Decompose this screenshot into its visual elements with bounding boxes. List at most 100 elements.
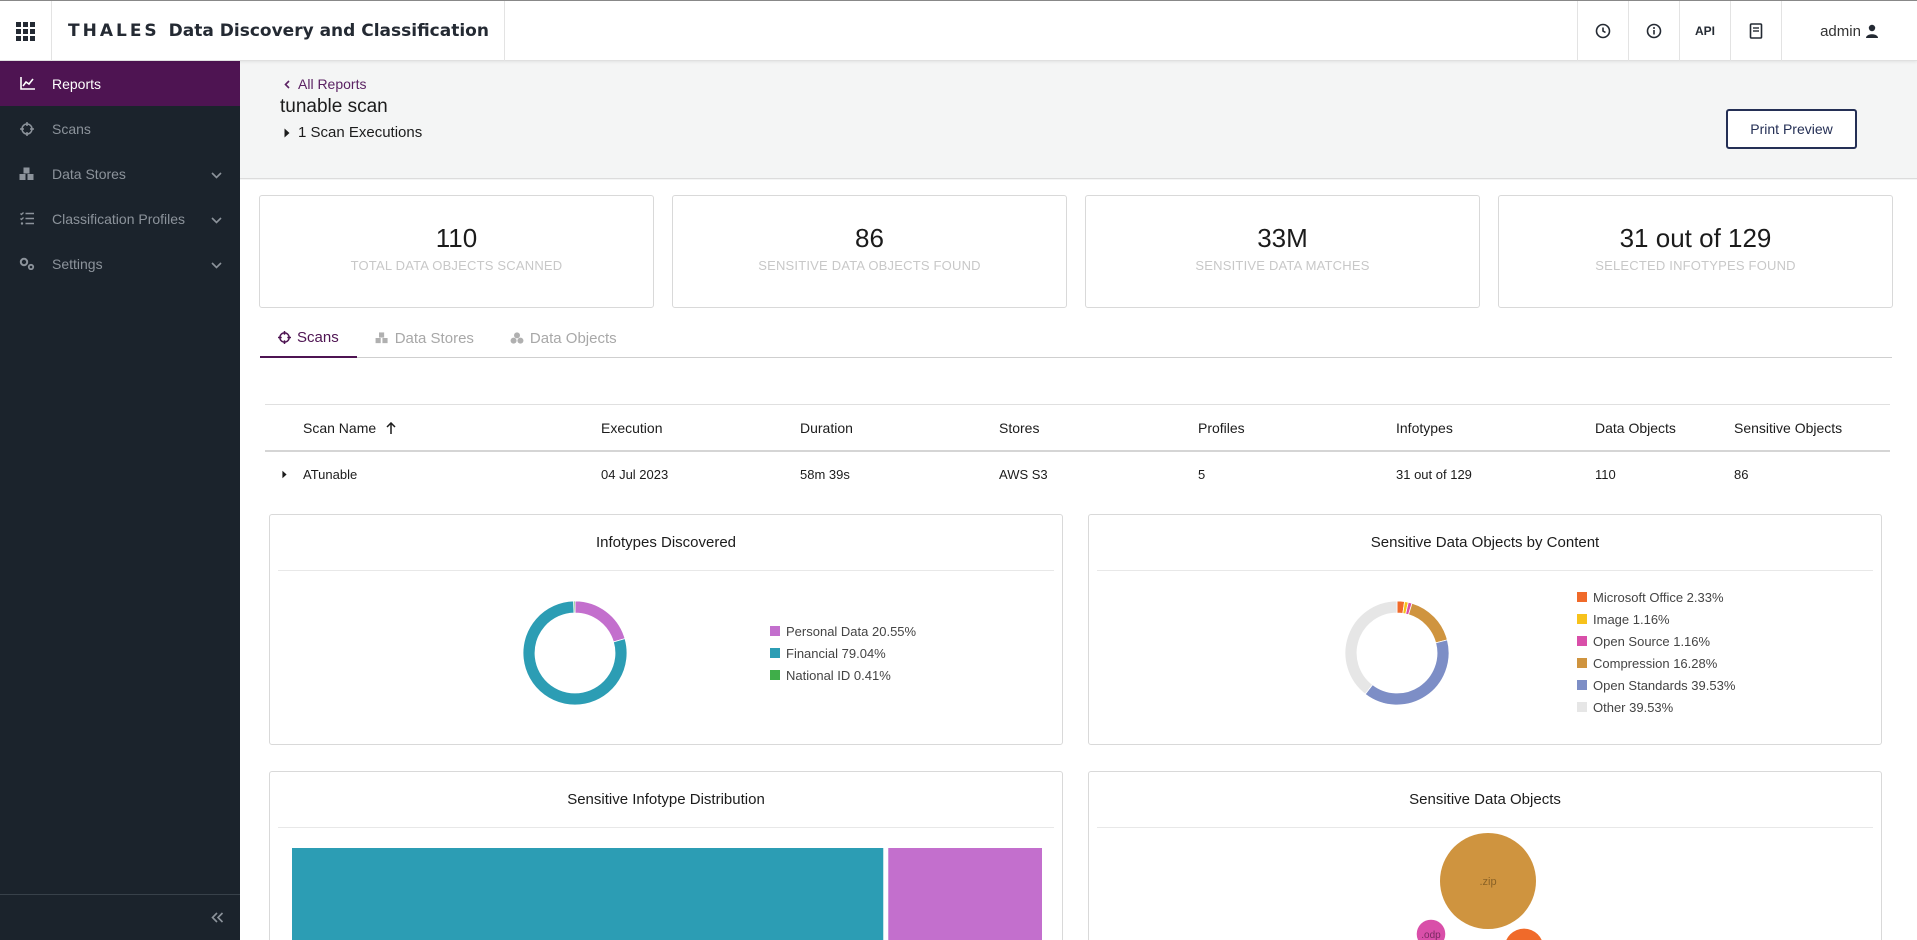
legend-item[interactable]: Other 39.53% xyxy=(1577,696,1735,718)
cell-stores: AWS S3 xyxy=(999,467,1048,482)
bubble-label: .odp xyxy=(1421,930,1441,940)
double-chevron-left-icon xyxy=(211,912,224,923)
sidebar-item-scans[interactable]: Scans xyxy=(0,106,240,151)
legend-label: Microsoft Office 2.33% xyxy=(1593,589,1724,605)
panel-sensitive-data-objects: Sensitive Data Objects .zip .odp xyxy=(1088,771,1882,940)
top-toolbar: API admin xyxy=(1577,1,1917,61)
panel-sensitive-objects-by-content: Sensitive Data Objects by Content Micros… xyxy=(1088,514,1882,745)
legend-swatch xyxy=(770,670,780,680)
summary-label: SENSITIVE DATA OBJECTS FOUND xyxy=(758,258,981,273)
donut-slice-other-39-53[interactable] xyxy=(1344,600,1398,695)
user-menu[interactable]: admin xyxy=(1781,1,1917,61)
legend-item[interactable]: Compression 16.28% xyxy=(1577,652,1735,674)
history-button[interactable] xyxy=(1577,1,1628,61)
table-row[interactable]: ATunable 04 Jul 2023 58m 39s AWS S3 5 31… xyxy=(265,452,1890,497)
cell-execution: 04 Jul 2023 xyxy=(601,467,669,482)
bubble-odp[interactable] xyxy=(1416,919,1446,940)
donut-slice-open-standards-39-53[interactable] xyxy=(1364,639,1450,706)
table-header: Scan Name Execution Duration Stores Prof… xyxy=(265,404,1890,452)
column-header-stores[interactable]: Stores xyxy=(999,419,1040,436)
legend-swatch xyxy=(1577,702,1587,712)
print-preview-button[interactable]: Print Preview xyxy=(1726,109,1857,149)
donut-slice-compression-16-28[interactable] xyxy=(1408,602,1448,644)
info-button[interactable] xyxy=(1628,1,1679,61)
legend-item[interactable]: National ID 0.41% xyxy=(770,664,916,686)
book-icon xyxy=(1749,23,1763,39)
app-name: Data Discovery and Classification xyxy=(168,21,489,41)
donut-slice-financial-79-04[interactable] xyxy=(522,600,628,706)
brand-logo: THALES xyxy=(68,21,160,41)
column-header-execution[interactable]: Execution xyxy=(601,419,663,436)
column-header-infotypes[interactable]: Infotypes xyxy=(1396,419,1453,436)
crosshair-icon xyxy=(18,120,36,138)
legend-label: Open Standards 39.53% xyxy=(1593,677,1736,693)
bubble-other[interactable] xyxy=(1505,928,1544,940)
summary-card-sensitive-objects: 86 SENSITIVE DATA OBJECTS FOUND xyxy=(672,195,1067,308)
scan-executions-toggle[interactable]: 1 Scan Executions xyxy=(284,124,422,141)
legend-item[interactable]: Financial 79.04% xyxy=(770,642,916,664)
app-launcher-button[interactable] xyxy=(0,1,52,61)
summary-label: SENSITIVE DATA MATCHES xyxy=(1195,258,1370,273)
donut-slice-personal-data-20-55[interactable] xyxy=(574,600,626,643)
cubes-icon xyxy=(375,332,388,344)
chevron-down-icon xyxy=(211,166,222,182)
column-header-profiles[interactable]: Profiles xyxy=(1198,419,1245,436)
tab-data-stores[interactable]: Data Stores xyxy=(357,318,492,358)
cell-duration: 58m 39s xyxy=(800,467,850,482)
report-body: 110 TOTAL DATA OBJECTS SCANNED 86 SENSIT… xyxy=(240,180,1917,940)
brand: THALES Data Discovery and Classification xyxy=(52,1,505,61)
chevron-down-icon xyxy=(211,211,222,227)
main-content: All Reports tunable scan 1 Scan Executio… xyxy=(240,61,1917,940)
legend-label: Open Source 1.16% xyxy=(1593,633,1711,649)
legend-swatch xyxy=(1577,658,1587,668)
legend-swatch xyxy=(770,626,780,636)
column-header-sensitive-objects[interactable]: Sensitive Objects xyxy=(1734,419,1843,436)
legend-item[interactable]: Microsoft Office 2.33% xyxy=(1577,586,1735,608)
legend-item[interactable]: Open Source 1.16% xyxy=(1577,630,1735,652)
collapse-sidebar-button[interactable] xyxy=(0,894,240,940)
chart-title: Infotypes Discovered xyxy=(278,515,1054,571)
sidebar-item-data-stores[interactable]: Data Stores xyxy=(0,151,240,196)
user-icon xyxy=(1865,24,1878,38)
cell-scan-name: ATunable xyxy=(303,467,358,482)
cubes-icon xyxy=(18,165,36,183)
summary-card-infotypes: 31 out of 129 SELECTED INFOTYPES FOUND xyxy=(1498,195,1893,308)
chart-title: Sensitive Data Objects xyxy=(1097,772,1873,828)
column-header-data-objects[interactable]: Data Objects xyxy=(1595,419,1676,436)
sidebar-item-classification-profiles[interactable]: Classification Profiles xyxy=(0,196,240,241)
sidebar-item-reports[interactable]: Reports xyxy=(0,61,240,106)
chart-line-icon xyxy=(18,75,36,93)
panel-sensitive-infotype-distribution: Sensitive Infotype Distribution xyxy=(269,771,1063,940)
bubble-label: .zip xyxy=(1479,876,1496,888)
sort-ascending-icon xyxy=(386,421,396,434)
scan-executions-label: 1 Scan Executions xyxy=(298,124,423,141)
api-button[interactable]: API xyxy=(1679,1,1730,61)
treemap-cell-personal-data[interactable] xyxy=(888,848,1042,940)
bubble-zip[interactable] xyxy=(1440,833,1536,929)
report-tabs: Scans Data Stores Data Objects xyxy=(260,318,1892,358)
sidebar: Reports Scans Data Stores Classification… xyxy=(0,61,240,940)
treemap-cell-financial[interactable] xyxy=(292,848,884,940)
sidebar-item-label: Data Stores xyxy=(52,165,126,182)
tab-label: Scans xyxy=(297,328,339,346)
docs-button[interactable] xyxy=(1730,1,1781,61)
all-reports-label: All Reports xyxy=(298,76,367,92)
legend-item[interactable]: Image 1.16% xyxy=(1577,608,1735,630)
tab-scans[interactable]: Scans xyxy=(260,318,357,358)
all-reports-link[interactable]: All Reports xyxy=(284,76,366,92)
summary-value: 33M xyxy=(1257,223,1308,253)
legend-item[interactable]: Open Standards 39.53% xyxy=(1577,674,1735,696)
expand-row-button[interactable] xyxy=(282,452,287,497)
tab-data-objects[interactable]: Data Objects xyxy=(492,318,635,358)
cell-infotypes: 31 out of 129 xyxy=(1396,467,1472,482)
chart-title: Sensitive Data Objects by Content xyxy=(1097,515,1873,571)
legend-label: Other 39.53% xyxy=(1593,699,1674,715)
chevron-left-icon xyxy=(284,79,290,89)
column-header-duration[interactable]: Duration xyxy=(800,419,853,436)
column-header-scan-name[interactable]: Scan Name xyxy=(303,405,396,450)
legend-item[interactable]: Personal Data 20.55% xyxy=(770,620,916,642)
sidebar-item-settings[interactable]: Settings xyxy=(0,241,240,286)
infotypes-legend: Personal Data 20.55% Financial 79.04% Nati… xyxy=(770,620,916,686)
donut-slice-national-id-0-41[interactable] xyxy=(573,600,576,614)
column-label: Scan Name xyxy=(303,419,377,436)
